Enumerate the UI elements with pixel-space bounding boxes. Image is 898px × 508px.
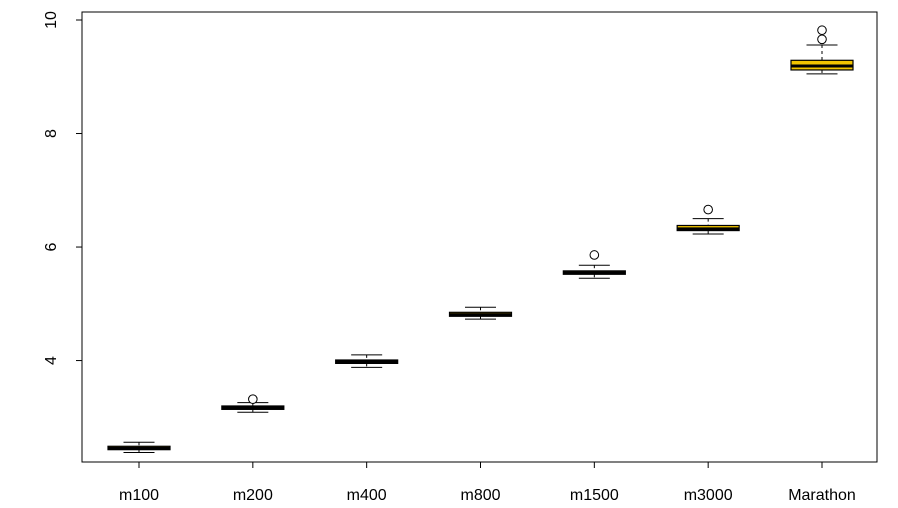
x-tick-label: m400 (347, 487, 387, 504)
outlier-point (817, 25, 827, 36)
outlier-point (589, 250, 600, 260)
box-group (221, 394, 285, 413)
outlier-point (817, 34, 827, 45)
y-tick-label: 4 (43, 356, 60, 365)
outlier-point (703, 204, 713, 215)
x-tick-label: m200 (233, 487, 273, 504)
box-group (107, 441, 171, 454)
box-group (448, 306, 513, 320)
x-tick-label: m3000 (684, 487, 733, 504)
plot-frame (81, 11, 878, 463)
y-tick-label: 6 (43, 242, 60, 251)
box-group (335, 354, 399, 368)
outlier-point (248, 394, 258, 404)
box-series (107, 25, 854, 454)
x-tick-label: m100 (119, 487, 159, 504)
x-tick-label: Marathon (788, 487, 856, 504)
x-tick-label: m800 (460, 487, 500, 504)
y-tick-label: 8 (43, 129, 60, 138)
box-group (790, 25, 854, 75)
x-axis-ticks: m100 m200 m400 m800 m1500 m3000 Marathon (119, 462, 856, 504)
y-axis-ticks: 4 6 8 10 (43, 11, 82, 365)
x-tick-label: m1500 (570, 487, 619, 504)
box-group (676, 204, 740, 235)
y-tick-label: 10 (43, 11, 60, 29)
box-group (562, 250, 626, 279)
